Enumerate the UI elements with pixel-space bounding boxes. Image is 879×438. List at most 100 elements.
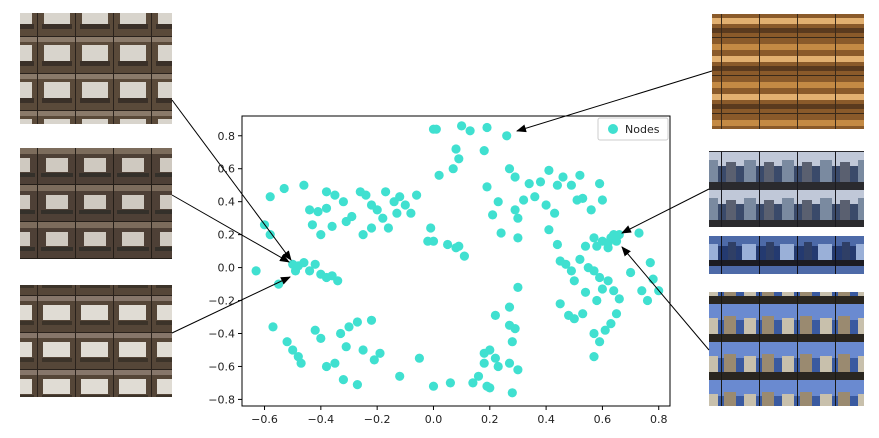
arrow-office-laptop-1 [171,99,292,261]
scatter-point [513,282,523,292]
scatter-point [400,200,410,210]
scatter-point [642,295,653,306]
scatter-point [454,241,464,251]
scatter-point [578,193,588,203]
scatter-point [496,228,506,238]
scatter-point [513,365,523,375]
scatter-point [485,383,495,393]
scatter-point [597,195,608,205]
scatter-point [265,230,275,240]
scatter-point [299,180,309,190]
scatter-point [561,259,571,269]
scatter-point [507,337,517,347]
x-tick-label: −0.4 [307,413,334,426]
scatter-point [406,208,416,218]
scatter-point [510,205,520,215]
scatter-point [558,172,568,182]
arrow-office-laptop-2 [171,194,290,263]
x-tick-label: −0.6 [251,413,278,426]
x-tick-label: −0.2 [364,413,391,426]
scatter-point [592,295,602,306]
legend-marker [608,124,618,134]
scatter-point [634,228,644,238]
scatter-point [603,276,613,286]
scatter-point [310,259,320,269]
scatter-point [648,274,658,284]
scatter-point [595,337,605,347]
x-tick-label: 0.0 [425,413,443,426]
scatter-point [344,322,354,332]
scatter-point [330,358,340,368]
scatter-point [426,223,436,233]
scatter-point [493,197,503,207]
x-tick-label: 0.6 [594,413,612,426]
thumbnail-grid-bakery-shelves [712,14,864,129]
scatter-point [428,381,439,391]
scatter-point [316,230,326,240]
thumbnail-grid-city-street-3 [709,292,864,406]
y-tick-label: 0.2 [218,229,236,242]
scatter-point [597,284,608,294]
scatter-point [305,266,315,276]
scatter-point [507,388,517,398]
scatter-point [513,213,523,223]
scatter-point [595,179,605,189]
scatter-point [524,179,534,189]
scatter-point [569,314,579,324]
scatter-point [575,170,585,180]
x-tick-label: 0.8 [650,413,668,426]
scatter-point [251,266,261,276]
scatter-point [347,211,357,222]
scatter-point [352,317,362,327]
scatter-point [358,230,368,240]
scatter-point [395,371,405,381]
scatter-point [589,233,599,243]
scatter-point [451,144,461,154]
scatter-point [321,187,332,197]
scatter-point [510,172,520,182]
scatter-point [330,190,340,200]
scatter-point [316,333,326,343]
scatter-point [296,358,306,368]
scatter-point [336,328,346,339]
scatter-point [459,251,469,261]
scatter-point [341,342,351,352]
thumbnail-grid-office-laptop-3 [20,285,172,397]
scatter-point [383,223,393,233]
scatter-point [454,154,464,164]
scatter-point [555,299,565,309]
scatter-point [338,375,348,385]
scatter-point [465,126,475,136]
scatter-point [395,192,405,202]
scatter-points [251,121,664,398]
scatter-point [358,345,368,355]
scatter-point [566,266,577,276]
scatter-point [375,348,385,358]
scatter-point [366,223,377,233]
scatter-point [550,208,560,218]
scatter-point [307,220,317,230]
thumbnail-grid-office-laptop-1 [20,13,172,124]
scatter-point [490,310,500,320]
scatter-point [443,239,453,250]
arrow-bakery-shelves [516,70,713,133]
y-axis-ticks: 0.8 0.6 0.4 0.2 0.0 −0.2 −0.4 −0.6 −0.8 [208,130,242,406]
y-tick-label: 0.0 [218,262,236,275]
y-tick-label: −0.6 [208,360,235,373]
scatter-point [327,221,337,231]
scatter-point [279,183,289,194]
scatter-point [541,200,551,210]
scatter-point [321,203,332,213]
scatter-point [504,302,515,312]
scatter-point [288,345,298,355]
legend-box [597,117,669,141]
scatter-point [473,371,484,381]
chart-legend: Nodes [597,117,669,141]
scatter-point [637,286,647,296]
scatter-point [310,325,320,335]
scatter-point [504,358,515,368]
scatter-point [535,177,546,187]
scatter-point [589,266,599,276]
x-tick-label: 0.4 [537,413,555,426]
scatter-point [265,192,275,202]
